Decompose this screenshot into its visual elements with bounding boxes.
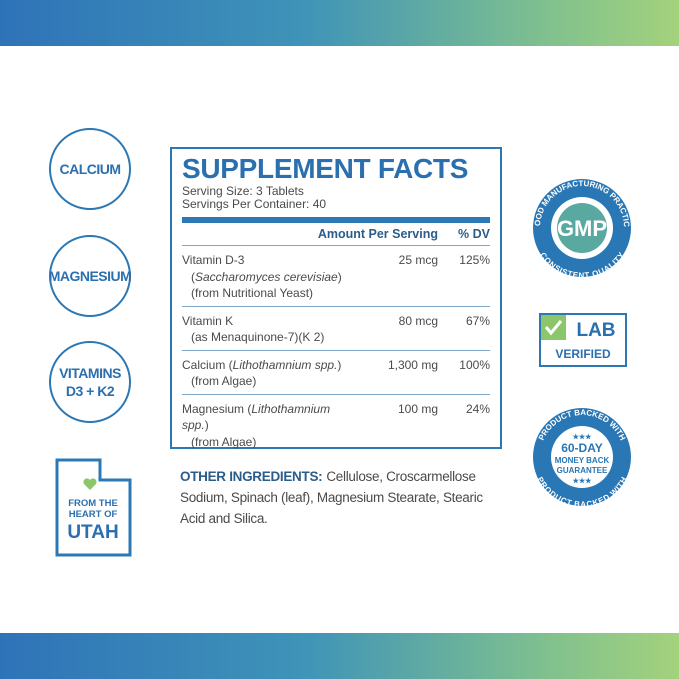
name-part: (as Menaquinone-7)(K 2) [191,330,325,344]
name-part: ) [204,418,209,432]
facts-row: Magnesium (Lithothamnium spp.) (from Alga… [182,393,490,455]
name-part: Calcium ( [182,357,233,372]
guarantee-line: 60-DAY [561,441,603,455]
name-line: (from Nutritional Yeast) [182,285,358,302]
name-part: Vitamin K [182,313,234,328]
amount: 80 mcg [398,313,438,328]
amount: 100 mg [397,401,438,416]
name-line: Magnesium (Lithothamnium spp.) [182,401,358,434]
other-text: Cellulose, Croscarmellose Sodium, Spinac… [180,469,483,526]
check-icon [544,320,563,336]
gmp-core [557,203,607,253]
lab-top: LAB [576,320,615,341]
bottom-band [0,633,679,679]
utah-line: HEART OF [69,509,118,520]
top-band [0,0,679,46]
daily-value: 67% [465,313,490,328]
other-label: OTHER INGREDIENTS: [180,469,323,484]
name-part: (from Algae) [191,434,257,449]
amount: 25 mcg [398,253,438,267]
utah-outline [55,458,132,557]
nutrient-name: Calcium (Lithothamnium spp.) (from Algae) [182,357,358,390]
name-part: ) [337,357,342,372]
badge-line: MAGNESIUM [48,268,132,284]
daily-value: 100% [459,357,490,372]
nutrient-name: Magnesium (Lithothamnium spp.) (from Alga… [182,401,358,451]
check-box [541,315,566,340]
stars: ★★★ [573,477,593,485]
name-part: (from Nutritional Yeast) [191,286,314,300]
amount: 1,300 mg [387,357,438,372]
name-part: Saccharomyces cerevisiae [195,269,338,284]
ingredient-badge: VITAMINS D3 + K2 [49,341,131,423]
facts-header: Amount Per Serving % DV [182,223,490,246]
guarantee-line: MONEY BACK [555,456,610,465]
amount-header: Amount Per Serving [317,227,438,241]
gmp-center: GMP [557,216,607,241]
facts-row: Calcium (Lithothamnium spp.) (from Algae)… [182,349,490,394]
name-line: Vitamin D-3 [182,252,358,269]
facts-row: Vitamin K (as Menaquinone-7)(K 2) 80 mcg 67… [182,305,490,350]
name-line: Calcium (Lithothamnium spp.) [182,357,358,374]
badge-line: D3 + K2 [65,383,115,399]
facts-row: Vitamin D-3 (Saccharomyces cerevisiae) (fr… [182,246,490,306]
name-part: Lithothamnium spp. [182,401,331,433]
name-line: Vitamin K [182,313,358,330]
name-line: (Saccharomyces cerevisiae) [182,269,358,286]
name-part: ) [337,269,342,284]
supplement-facts: SUPPLEMENT FACTS Serving Size: 3 Tablets… [170,147,502,449]
servings-per-container: Servings Per Container: 40 [182,197,327,211]
daily-value: 125% [459,253,490,267]
name-line: (from Algae) [182,373,358,390]
ingredient-badge: MAGNESIUM [48,235,132,317]
utah-name: UTAH [67,522,118,543]
facts-rows: Vitamin D-3 (Saccharomyces cerevisiae) (fr… [172,246,500,454]
ingredient-badge: CALCIUM [49,128,131,210]
nutrient-name: Vitamin D-3 (Saccharomyces cerevisiae) (fr… [182,252,358,302]
dv-header: % DV [458,227,490,241]
divider [182,217,490,223]
name-part: Vitamin D-3 [182,253,245,267]
lab-bottom: VERIFIED [555,347,611,361]
name-part: ( [191,269,195,284]
name-part: (from Algae) [191,374,257,388]
utah-line: FROM THE [68,498,118,509]
guarantee-line: GUARANTEE [557,466,608,475]
name-part: Lithothamnium spp. [232,357,338,372]
facts-title: SUPPLEMENT FACTS [182,153,469,184]
name-line: (as Menaquinone-7)(K 2) [182,329,358,346]
name-line: (from Algae) [182,434,358,451]
guarantee-inner [551,426,613,488]
badge-line: CALCIUM [59,161,121,177]
name-part: Magnesium ( [182,401,252,416]
serving-size: Serving Size: 3 Tablets [182,184,304,198]
daily-value: 24% [465,401,490,416]
badge-line: VITAMINS [59,365,121,381]
nutrient-name: Vitamin K (as Menaquinone-7)(K 2) [182,313,358,346]
stars: ★★★ [573,433,593,441]
heart-icon [83,478,97,490]
other-ingredients: OTHER INGREDIENTS: Cellulose, Croscarmell… [180,466,500,529]
